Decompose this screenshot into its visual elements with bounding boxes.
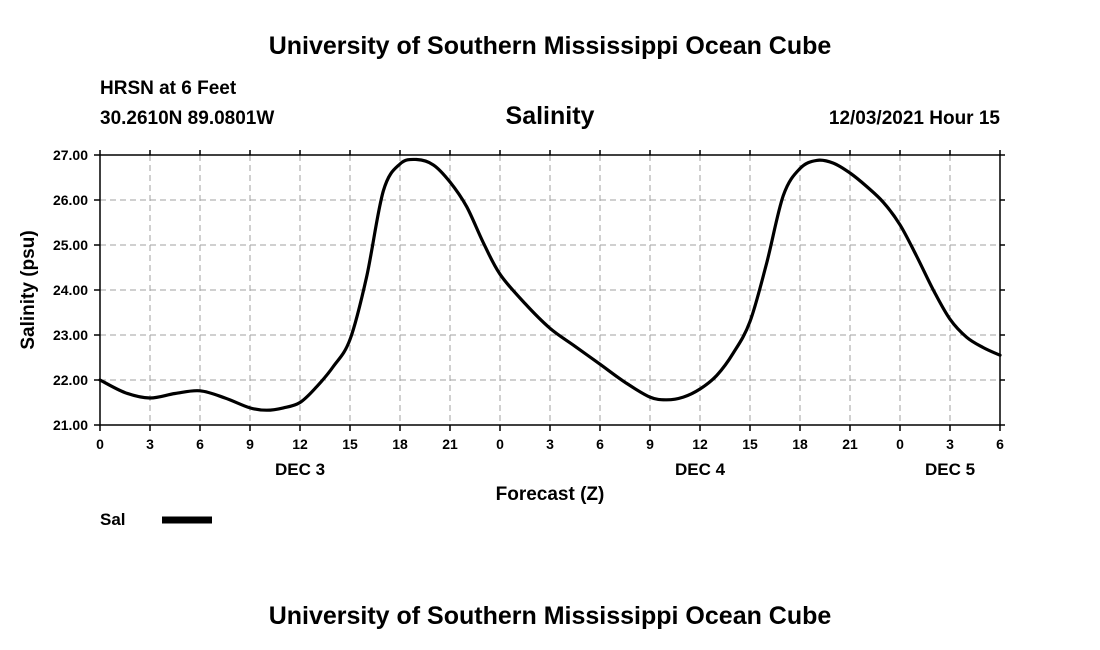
y-tick-label: 23.00: [53, 327, 88, 343]
x-tick-label: 12: [692, 436, 708, 452]
page-title: University of Southern Mississippi Ocean…: [269, 32, 832, 60]
y-axis-label: Salinity (psu): [18, 230, 39, 349]
station-label: HRSN at 6 Feet: [100, 78, 237, 99]
x-tick-label: 18: [392, 436, 408, 452]
x-tick-label: 15: [342, 436, 358, 452]
chart-title: Salinity: [506, 102, 595, 130]
x-tick-label: 3: [946, 436, 954, 452]
x-axis-label: Forecast (Z): [496, 484, 605, 505]
axis-ticks: [94, 150, 1005, 431]
y-tick-label: 22.00: [53, 372, 88, 388]
x-tick-label: 18: [792, 436, 808, 452]
x-tick-label: 0: [896, 436, 904, 452]
x-tick-label: 0: [496, 436, 504, 452]
x-tick-label: 21: [442, 436, 458, 452]
x-tick-label: 6: [196, 436, 204, 452]
tick-labels: 0 3 6 9 12 15 18 21 0 3 6 9 12 15 18 21 0 3 6 21.00 22.00 23.…: [53, 147, 1004, 479]
grid: [99, 154, 1001, 426]
plot-frame: [99, 154, 1001, 426]
x-tick-label: 21: [842, 436, 858, 452]
series-line-sal: [98, 157, 1002, 412]
legend-label: Sal: [100, 510, 126, 529]
day-label: DEC 3: [275, 460, 325, 479]
x-tick-label: 9: [646, 436, 654, 452]
x-tick-label: 6: [596, 436, 604, 452]
x-tick-label: 3: [546, 436, 554, 452]
day-label: DEC 5: [925, 460, 975, 479]
x-tick-label: 15: [742, 436, 758, 452]
x-tick-label: 6: [996, 436, 1004, 452]
y-tick-label: 27.00: [53, 147, 88, 163]
x-tick-label: 3: [146, 436, 154, 452]
x-tick-label: 9: [246, 436, 254, 452]
y-tick-label: 26.00: [53, 192, 88, 208]
y-tick-label: 21.00: [53, 417, 88, 433]
coordinates-label: 30.2610N 89.0801W: [100, 108, 274, 129]
x-tick-label: 0: [96, 436, 104, 452]
x-tick-label: 12: [292, 436, 308, 452]
y-tick-label: 24.00: [53, 282, 88, 298]
forecast-date-label: 12/03/2021 Hour 15: [829, 108, 1001, 129]
footer-title: University of Southern Mississippi Ocean…: [269, 602, 832, 630]
day-label: DEC 4: [675, 460, 726, 479]
y-tick-label: 25.00: [53, 237, 88, 253]
